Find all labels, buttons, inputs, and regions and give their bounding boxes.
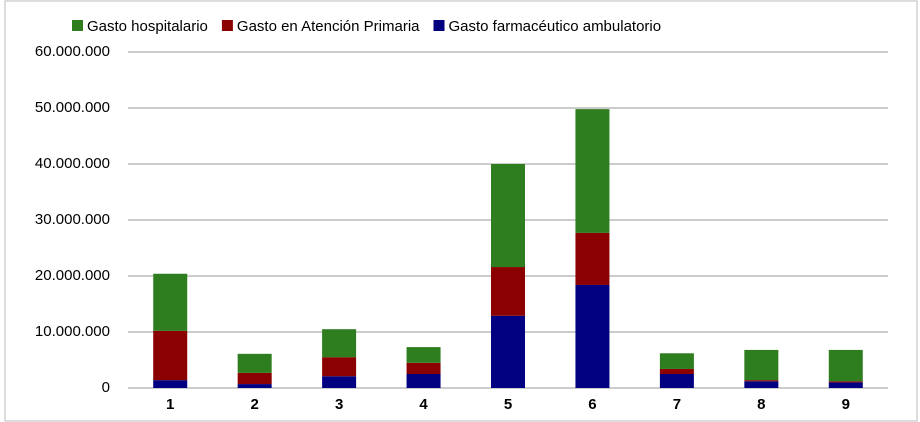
bar-segment [153, 380, 188, 388]
bar-segment [491, 267, 525, 316]
bar-segment [575, 109, 610, 233]
x-tick-label: 9 [842, 396, 850, 413]
y-tick-label: 10.000.000 [35, 323, 110, 340]
bar-segment [828, 349, 863, 382]
bar-segment [237, 384, 272, 388]
bar-segment [491, 164, 525, 268]
x-tick-label: 5 [504, 396, 512, 413]
bar-segment [406, 347, 441, 363]
legend-label: Gasto hospitalario [87, 18, 208, 35]
bar-segment [744, 381, 779, 388]
bar-segment [322, 376, 357, 388]
bar-segment [828, 382, 863, 388]
bar-segment [153, 273, 188, 331]
x-tick-label: 6 [588, 396, 596, 413]
x-tick-label: 2 [250, 396, 258, 413]
legend-swatch [72, 20, 83, 31]
y-tick-label: 60.000.000 [35, 43, 110, 60]
bar-segment [237, 372, 272, 385]
y-tick-label: 30.000.000 [35, 211, 110, 228]
bar-segment [744, 349, 779, 381]
bar-segment [406, 362, 441, 374]
bar-segment [491, 315, 525, 388]
legend-swatch [221, 20, 233, 31]
bar-segment [322, 357, 357, 377]
chart-frame [4, 0, 918, 422]
legend-swatch [433, 20, 445, 31]
y-tick-label: 0 [102, 379, 110, 396]
bar-segment [659, 368, 694, 374]
legend-label: Gasto en Atención Primaria [237, 18, 420, 35]
y-tick-label: 20.000.000 [35, 267, 110, 284]
x-tick-label: 4 [419, 396, 428, 413]
x-tick-label: 3 [335, 396, 343, 413]
bar-segment [322, 329, 357, 358]
y-tick-label: 50.000.000 [35, 99, 110, 116]
bar-segment [659, 353, 694, 369]
y-tick-label: 40.000.000 [35, 155, 110, 172]
x-tick-label: 7 [673, 396, 681, 413]
bar-segment [575, 284, 610, 388]
bar-segment [153, 330, 188, 381]
bar-segment [575, 232, 610, 285]
legend-label: Gasto farmacéutico ambulatorio [449, 18, 662, 35]
bar-segment [406, 374, 441, 388]
bar-segment [744, 380, 779, 382]
bar-segment [659, 374, 694, 388]
bar-segment [828, 381, 863, 383]
x-tick-label: 8 [757, 396, 765, 413]
x-tick-label: 1 [166, 396, 174, 413]
bar-segment [237, 353, 272, 373]
